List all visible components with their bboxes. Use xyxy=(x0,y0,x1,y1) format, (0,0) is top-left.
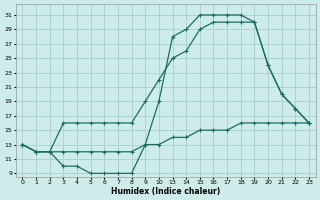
X-axis label: Humidex (Indice chaleur): Humidex (Indice chaleur) xyxy=(111,187,220,196)
